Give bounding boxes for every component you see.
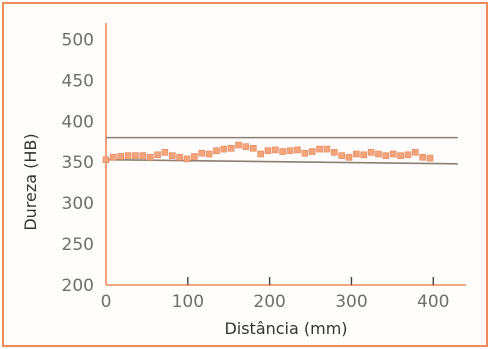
axes	[105, 23, 466, 286]
reference-line	[105, 158, 458, 165]
data-point	[191, 153, 198, 160]
x-tick-label: 0	[101, 292, 112, 312]
data-point	[419, 153, 426, 161]
data-point	[382, 152, 390, 159]
data-point	[124, 152, 132, 159]
data-point	[117, 153, 125, 160]
y-tick-label: 500	[62, 30, 94, 50]
y-tick-label: 250	[62, 235, 94, 255]
tick-marks	[187, 277, 434, 285]
data-point	[294, 146, 301, 154]
data-point	[161, 149, 169, 156]
data-point	[132, 152, 139, 159]
y-tick-label: 450	[62, 71, 94, 91]
y-tick-label: 350	[62, 153, 94, 173]
chart-frame	[2, 2, 488, 347]
data-point	[183, 155, 191, 163]
data-point	[146, 153, 154, 161]
data-point	[249, 144, 257, 152]
data-point	[308, 148, 316, 155]
data-point	[213, 147, 220, 155]
data-point	[279, 148, 287, 155]
data-point	[286, 147, 294, 155]
data-point	[242, 143, 250, 150]
data-point	[257, 150, 264, 158]
data-point	[102, 156, 110, 164]
data-point	[353, 150, 360, 158]
x-tick-label: 200	[253, 292, 285, 312]
y-tick-label: 200	[62, 276, 94, 296]
y-tick-label: 400	[62, 112, 94, 132]
data-point	[220, 145, 228, 153]
y-tick-label: 300	[62, 194, 94, 214]
data-point	[375, 150, 382, 158]
data-point	[168, 152, 176, 159]
data-point	[110, 153, 117, 161]
data-point	[154, 151, 161, 159]
x-tick-label: 100	[172, 292, 204, 312]
data-point	[272, 146, 279, 154]
reference-lines	[105, 136, 458, 165]
data-point	[139, 152, 147, 159]
data-point	[411, 149, 419, 156]
data-point	[227, 144, 235, 152]
data-point	[264, 147, 272, 155]
data-point	[198, 149, 206, 157]
data-point	[345, 153, 353, 161]
x-axis-title: Distância (mm)	[224, 319, 347, 338]
data-point	[301, 149, 309, 157]
data-point	[330, 149, 338, 156]
tick-labels: 0 100 200 300 400 200 250 300 350 400 450 500	[62, 30, 450, 312]
data-point	[426, 154, 434, 162]
data-point	[235, 141, 242, 149]
data-point	[367, 149, 375, 156]
data-point	[338, 152, 345, 159]
data-point	[397, 152, 404, 159]
data-point	[205, 150, 213, 158]
data-point	[389, 150, 397, 158]
data-point	[176, 153, 183, 161]
data-point	[323, 145, 331, 153]
x-tick-label: 300	[335, 292, 367, 312]
x-tick-label: 400	[417, 292, 449, 312]
data-points	[102, 141, 434, 164]
y-axis-title: Dureza (HB)	[21, 133, 40, 230]
data-point	[316, 145, 323, 153]
data-point	[360, 151, 368, 159]
data-point	[404, 151, 412, 159]
